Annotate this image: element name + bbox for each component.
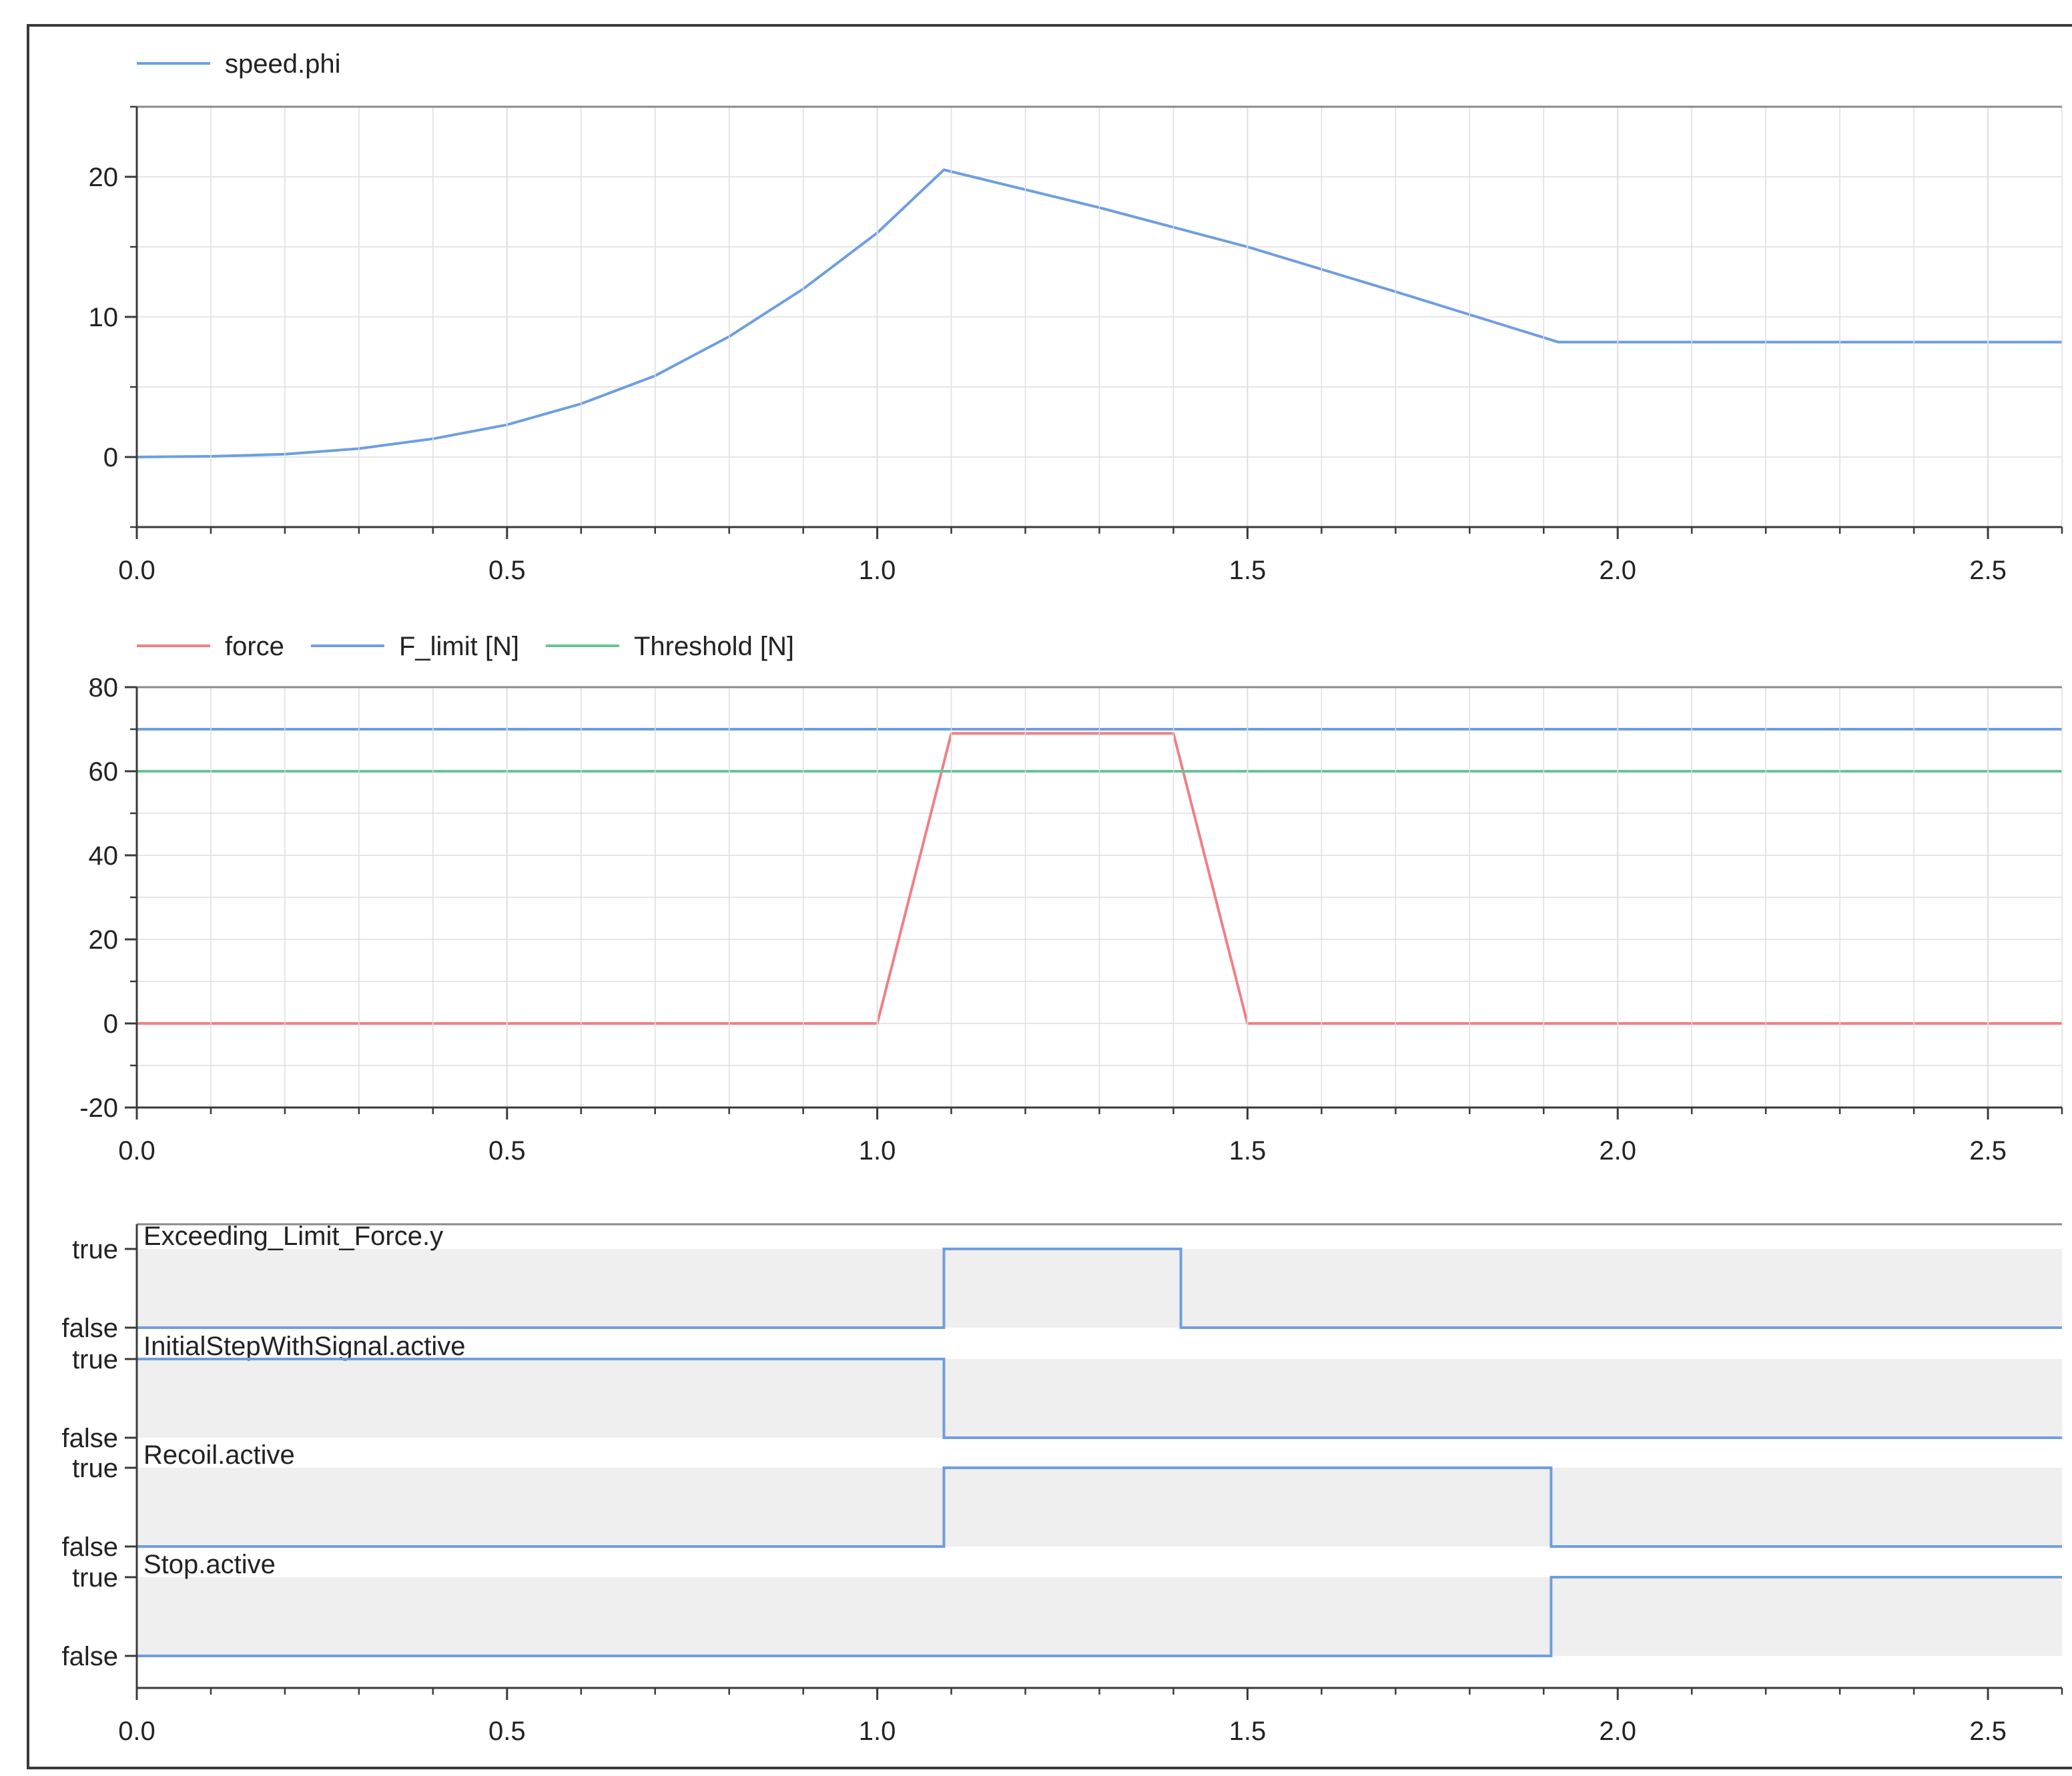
chart-panel-2: -20 0 20 40 60 80 bbox=[79, 673, 2062, 1123]
y-tick-label: 80 bbox=[89, 673, 119, 703]
chart-panel-3: truefalseExceeding_Limit_Force.ytruefals… bbox=[62, 1222, 2062, 1671]
x-tick-label: 2.0 bbox=[1599, 556, 1636, 585]
legend-1: force F_limit [N] Threshold [N] bbox=[137, 632, 794, 661]
signal-name: Exceeding_Limit_Force.y bbox=[143, 1222, 443, 1251]
y-tick-label: -20 bbox=[79, 1093, 118, 1123]
false-label: false bbox=[62, 1424, 119, 1453]
y-tick-label: 10 bbox=[89, 303, 119, 332]
x-tick-label: 2.5 bbox=[1969, 1717, 2007, 1746]
x-tick-label: 1.0 bbox=[859, 1717, 896, 1746]
x-tick-label: 1.5 bbox=[1229, 1136, 1267, 1166]
bool-band bbox=[138, 1577, 2062, 1656]
x-tick-label: 0.5 bbox=[488, 1717, 526, 1746]
legend-label: speed.phi bbox=[225, 49, 340, 79]
bool-band bbox=[138, 1249, 2062, 1328]
true-label: true bbox=[72, 1235, 118, 1264]
legend-label: F_limit [N] bbox=[399, 632, 519, 661]
x-tick-label: 0.5 bbox=[488, 1136, 526, 1166]
y-tick-label: 20 bbox=[89, 163, 119, 192]
false-label: false bbox=[62, 1642, 119, 1671]
x-tick-label: 1.5 bbox=[1229, 556, 1267, 585]
signal-line-initialstepwithsignal-active bbox=[137, 1358, 2062, 1439]
x-axis-1: 0.0 0.5 1.0 1.5 2.0 2.5 bbox=[118, 686, 2063, 1166]
true-label: true bbox=[72, 1454, 118, 1483]
x-tick-label: 2.0 bbox=[1599, 1136, 1636, 1166]
x-axis-0: 0.0 0.5 1.0 1.5 2.0 2.5 bbox=[118, 105, 2063, 585]
y-tick-label: 20 bbox=[89, 925, 119, 955]
y-tick-label: 60 bbox=[89, 757, 119, 787]
signal-name: Recoil.active bbox=[143, 1440, 295, 1470]
bool-band bbox=[138, 1359, 2062, 1438]
legend-label: Threshold [N] bbox=[634, 632, 794, 661]
y-tick-label: 40 bbox=[89, 841, 119, 871]
signal-line-exceeding-limit-force-y bbox=[137, 1248, 2062, 1329]
x-tick-label: 0.0 bbox=[118, 1136, 155, 1166]
y-tick-label: 0 bbox=[103, 1009, 118, 1039]
signal-name: Stop.active bbox=[143, 1550, 276, 1579]
x-tick-label: 0.0 bbox=[118, 1717, 155, 1746]
x-tick-label: 1.0 bbox=[859, 1136, 896, 1166]
false-label: false bbox=[62, 1314, 119, 1343]
x-tick-label: 0.0 bbox=[118, 556, 155, 585]
x-axis-2: 0.0 0.5 1.0 1.5 2.0 2.5 bbox=[118, 1223, 2063, 1746]
true-label: true bbox=[72, 1563, 118, 1593]
signal-name: InitialStepWithSignal.active bbox=[143, 1332, 465, 1361]
signal-line-recoil-active bbox=[137, 1466, 2062, 1548]
legend-0: speed.phi bbox=[137, 49, 340, 79]
legend-label: force bbox=[225, 632, 284, 661]
true-label: true bbox=[72, 1345, 118, 1374]
series-line-force bbox=[137, 732, 2062, 1025]
series-line-speed-phi bbox=[136, 168, 2062, 458]
x-tick-label: 2.0 bbox=[1599, 1717, 1636, 1746]
x-tick-label: 1.0 bbox=[859, 556, 896, 585]
x-tick-label: 2.5 bbox=[1969, 1136, 2007, 1166]
x-tick-label: 1.5 bbox=[1229, 1717, 1267, 1746]
y-tick-label: 0 bbox=[103, 443, 118, 472]
bool-band bbox=[138, 1468, 2062, 1546]
signal-line-stop-active bbox=[137, 1576, 2062, 1657]
x-tick-label: 2.5 bbox=[1969, 556, 2007, 585]
x-tick-label: 0.5 bbox=[488, 556, 526, 585]
false-label: false bbox=[62, 1532, 119, 1562]
